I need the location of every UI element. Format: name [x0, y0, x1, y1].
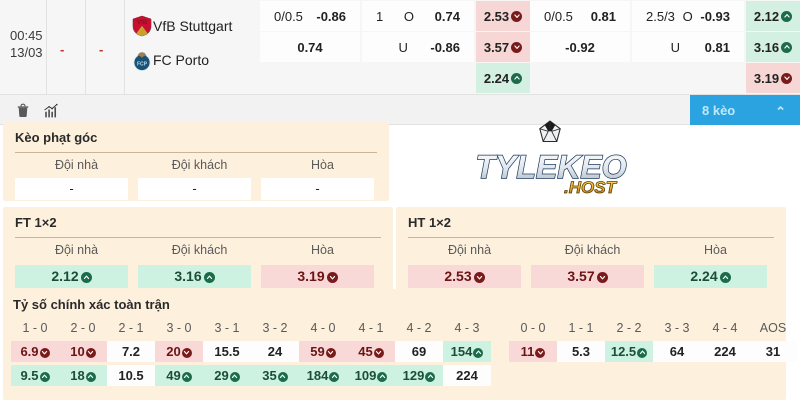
svg-text:.HOST: .HOST [564, 178, 618, 197]
svg-text:VfB: VfB [137, 20, 148, 26]
svg-text:FCP: FCP [137, 61, 148, 67]
